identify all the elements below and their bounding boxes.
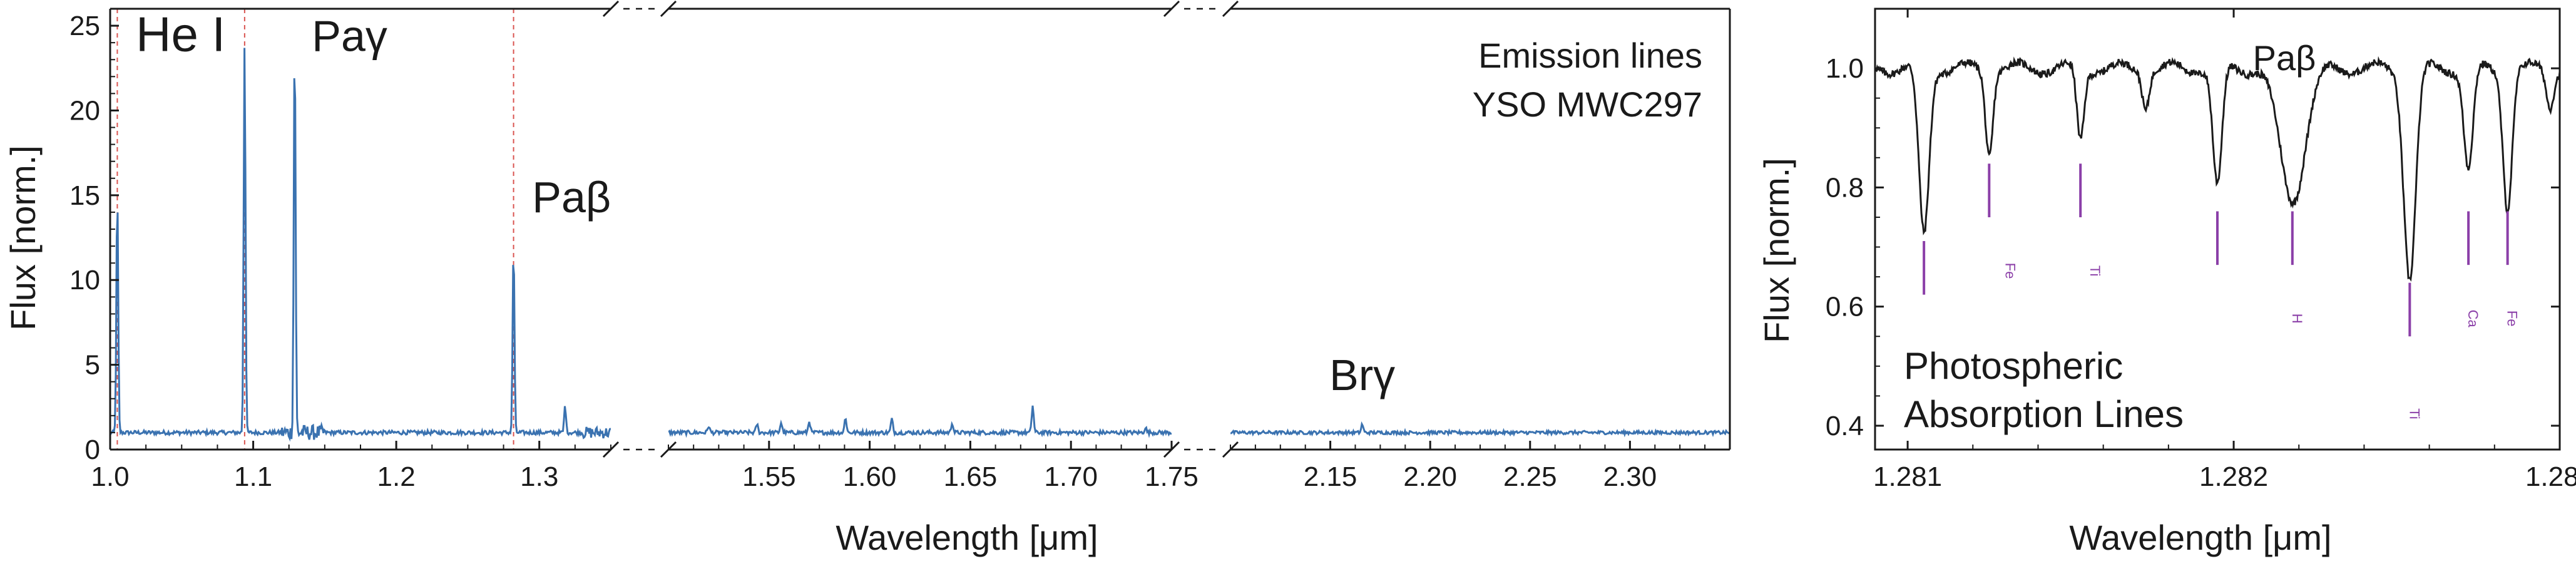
spectrum-segment-1	[110, 48, 611, 442]
axes-frame	[1874, 8, 2561, 451]
x-tick-label: 1.65	[944, 461, 998, 492]
emission-line-label: He I	[136, 7, 225, 62]
absorption-spectrum-line	[1874, 56, 2561, 282]
axis-break-mark	[660, 0, 677, 18]
y-tick-label: 0	[85, 435, 100, 465]
axis-ticks: 0 5 10 15 20 25 1.0 1.1 1.2 1.3 1.55 1.60 1.65 1.70 1.…	[69, 11, 1730, 492]
element-label: Ti	[2406, 408, 2422, 419]
emission-line-label: Paγ	[312, 12, 387, 61]
emission-spectrum	[110, 48, 1730, 442]
y-tick-label: 5	[85, 350, 100, 381]
absorption-spectrum-panel: 0.4 0.6 0.8 1.0 1.281 1.282 1.283 Fe Ti H Ti CaFe …	[1757, 8, 2576, 557]
axis-ticks: 0.4 0.6 0.8 1.0 1.281 1.282 1.283	[1826, 9, 2576, 492]
element-label: H	[2289, 314, 2305, 324]
right-title: Paβ	[2253, 38, 2316, 78]
element-label: Fe	[2002, 263, 2018, 279]
x-tick-label: 2.30	[1603, 461, 1657, 492]
emission-annotation-line1: Emission lines	[1478, 36, 1702, 75]
element-label: Fe	[2505, 311, 2520, 327]
y-tick-label: 10	[69, 265, 100, 296]
axis-break-mark	[1163, 0, 1180, 18]
emission-annotation-line2: YSO MWC297	[1473, 85, 1702, 124]
y-tick-label: 0.8	[1826, 172, 1864, 203]
x-tick-label: 2.25	[1503, 461, 1557, 492]
y-tick-label: 15	[69, 180, 100, 211]
y-tick-label: 20	[69, 95, 100, 126]
x-tick-label: 1.283	[2525, 461, 2576, 492]
axis-break-mark	[602, 0, 620, 18]
right-x-axis-label: Wavelength [μm]	[2069, 518, 2331, 557]
emission-line-labels: He I Paγ Paβ Brγ	[136, 7, 1395, 400]
element-labels: Fe Ti H Ti Ca Fe	[2002, 263, 2520, 419]
y-tick-label: 1.0	[1826, 53, 1864, 84]
x-tick-label: 1.282	[2199, 461, 2268, 492]
x-tick-label: 2.15	[1304, 461, 1357, 492]
x-tick-label: 1.75	[1145, 461, 1199, 492]
emission-spectrum-panel: 0 5 10 15 20 25 1.0 1.1 1.2 1.3 1.55 1.60 1.65 1.70 1.…	[3, 0, 1731, 557]
y-tick-label: 0.4	[1826, 411, 1864, 441]
x-tick-label: 2.20	[1403, 461, 1457, 492]
emission-line-label: Paβ	[532, 173, 611, 222]
x-tick-label: 1.0	[91, 461, 129, 492]
spectrum-segment-3	[1230, 421, 1730, 438]
x-tick-label: 1.1	[234, 461, 272, 492]
x-tick-label: 1.60	[843, 461, 897, 492]
absorption-spectrum	[1874, 56, 2561, 282]
marker-lines	[116, 9, 514, 450]
spectrum-segment-2	[668, 405, 1172, 438]
y-tick-label: 25	[69, 11, 100, 41]
element-label: Ti	[2087, 265, 2103, 277]
left-y-axis-label: Flux [norm.]	[3, 145, 43, 331]
axis-break-mark	[1222, 0, 1239, 18]
y-tick-label: 0.6	[1826, 292, 1864, 322]
emission-line-label: Brγ	[1329, 351, 1395, 399]
absorption-annotation-line2: Absorption Lines	[1904, 393, 2184, 435]
right-axes-box	[1874, 8, 2561, 451]
x-tick-label: 1.2	[377, 461, 416, 492]
element-label: Ca	[2465, 310, 2481, 328]
x-tick-label: 1.3	[520, 461, 558, 492]
x-tick-label: 1.70	[1044, 461, 1098, 492]
x-tick-label: 1.281	[1873, 461, 1942, 492]
x-tick-label: 1.55	[742, 461, 796, 492]
right-y-axis-label: Flux [norm.]	[1757, 158, 1796, 343]
left-x-axis-label: Wavelength [μm]	[836, 518, 1098, 557]
absorption-line-marks	[1923, 163, 2509, 337]
absorption-annotation-line1: Photospheric	[1904, 345, 2123, 387]
